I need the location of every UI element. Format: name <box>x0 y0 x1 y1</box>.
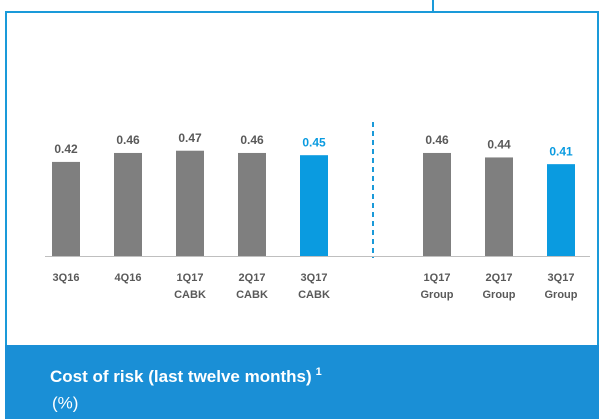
x-tick-label: CABK <box>236 289 268 301</box>
bar <box>300 155 328 256</box>
x-tick-label: 1Q17 <box>177 272 204 284</box>
x-tick-label: 2Q17 <box>239 272 266 284</box>
bar <box>114 152 142 256</box>
bar <box>485 157 513 256</box>
chart-title: Cost of risk (last twelve months) 1 <box>50 366 322 387</box>
bar <box>423 152 451 256</box>
x-tick-label: CABK <box>298 289 330 301</box>
x-tick-label: 1Q17 <box>424 272 451 284</box>
value-label: 0.46 <box>425 133 449 147</box>
x-tick-label: 3Q17 <box>301 272 328 284</box>
chart-subtitle: (%) <box>52 393 78 412</box>
value-label: 0.46 <box>240 133 264 147</box>
x-tick-label: Group <box>545 289 578 301</box>
bar <box>176 150 204 256</box>
x-tick-label: Group <box>483 289 516 301</box>
footer-band <box>5 345 599 419</box>
x-tick-label: 3Q16 <box>53 272 80 284</box>
value-label: 0.46 <box>116 133 140 147</box>
value-label: 0.41 <box>549 144 573 158</box>
bar <box>238 152 266 256</box>
title-text: Cost of risk (last twelve months) <box>50 367 312 386</box>
x-tick-label: 2Q17 <box>486 272 513 284</box>
value-label: 0.42 <box>54 142 78 156</box>
value-label: 0.45 <box>302 135 326 149</box>
title-note: 1 <box>316 366 322 378</box>
x-tick-label: Group <box>421 289 454 301</box>
x-tick-label: 4Q16 <box>115 272 142 284</box>
x-tick-label: 3Q17 <box>548 272 575 284</box>
value-label: 0.47 <box>178 131 202 145</box>
bar <box>52 161 80 256</box>
value-label: 0.44 <box>487 138 511 152</box>
bar <box>547 164 575 256</box>
x-tick-label: CABK <box>174 289 206 301</box>
